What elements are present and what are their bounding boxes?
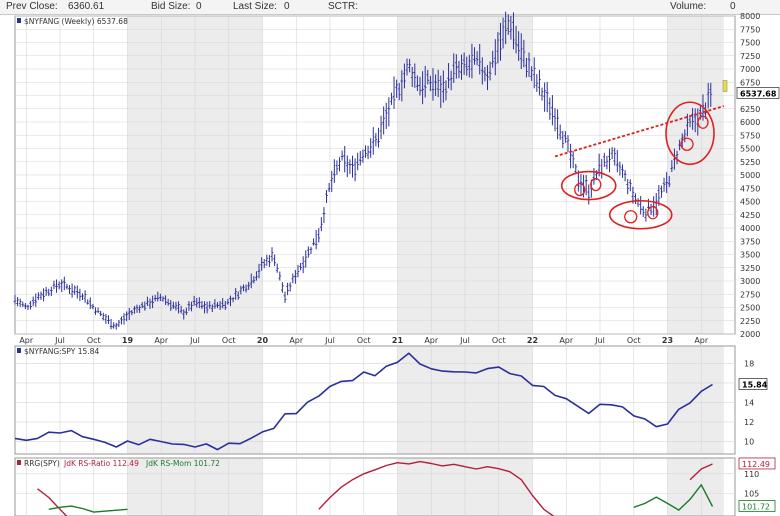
bid-size-value: 0 <box>196 1 202 12</box>
pivot-high-group <box>665 101 715 166</box>
last-volume-marker <box>722 80 728 92</box>
x-axis-tick-label: Apr <box>154 336 169 345</box>
last-price-label: 6537.68 <box>740 90 777 99</box>
price-y-tick-label: 3500 <box>740 251 760 260</box>
price-y-tick-label: 2000 <box>740 330 760 339</box>
last-size-label: Last Size: <box>233 1 277 12</box>
x-axis-tick-label: Jul <box>594 336 605 345</box>
x-axis-tick-label: 19 <box>122 336 134 345</box>
quote-header: Prev Close: 6360.61 Bid Size: 0 Last Siz… <box>0 0 780 15</box>
rs-mom-legend: JdK RS-Mom 101.72 <box>145 459 220 468</box>
price-legend-swatch <box>17 18 21 23</box>
pivot-low-group-2 <box>608 199 673 230</box>
price-y-tick-label: 7250 <box>740 52 760 61</box>
x-axis-tick-label: Apr <box>289 336 304 345</box>
price-y-tick-label: 3000 <box>740 277 760 286</box>
rs-momentum-line <box>48 484 714 513</box>
price-y-tick-label: 2750 <box>740 290 760 299</box>
pivot-low-marker <box>697 115 709 129</box>
rrg-y-tick-label: 105 <box>744 490 759 499</box>
pivot-low-marker <box>680 137 694 151</box>
sctr-label: SCTR: <box>328 1 358 12</box>
price-y-tick-label: 5250 <box>740 158 760 167</box>
rrg-legend-prefix: RRG(SPY) <box>24 459 60 468</box>
x-axis-tick-label: Jul <box>54 336 65 345</box>
price-y-tick-label: 3250 <box>740 264 760 273</box>
price-y-tick-label: 5000 <box>740 171 760 180</box>
rrg-legend-swatch <box>17 460 21 465</box>
volume-value: 0 <box>730 1 736 12</box>
rs-mom-last-label: 101.72 <box>742 502 770 511</box>
relative-strength-line <box>14 352 713 451</box>
ratio-y-tick-label: 10 <box>744 437 754 446</box>
price-y-tick-label: 4750 <box>740 184 760 193</box>
ratio-y-tick-label: 18 <box>744 360 754 369</box>
rs-ratio-last-label: 112.49 <box>742 460 770 469</box>
ratio-y-tick-label: 14 <box>744 398 754 407</box>
price-y-tick-label: 7500 <box>740 39 760 48</box>
x-axis-tick-label: 22 <box>527 336 538 345</box>
price-y-tick-label: 7000 <box>740 65 760 74</box>
price-y-tick-label: 5500 <box>740 145 760 154</box>
ratio-chart-title: $NYFANG:SPY 15.84 <box>24 347 99 356</box>
price-y-tick-label: 2250 <box>740 317 760 326</box>
x-axis-tick-label: Apr <box>19 336 34 345</box>
x-axis-tick-label: Oct <box>222 336 236 345</box>
pivot-low-group-1 <box>560 170 617 201</box>
price-y-tick-label: 2500 <box>740 304 760 313</box>
bid-size-label: Bid Size: <box>151 1 191 12</box>
x-axis-tick-label: 20 <box>257 336 269 345</box>
rrg-y-tick-label: 110 <box>744 470 759 479</box>
x-axis-tick-label: Apr <box>559 336 574 345</box>
x-axis-tick-label: Jul <box>189 336 200 345</box>
price-y-tick-label: 5750 <box>740 131 760 140</box>
ratio-legend-swatch <box>17 348 21 353</box>
price-y-tick-label: 6000 <box>740 118 760 127</box>
rrg-year-band <box>667 458 724 516</box>
x-axis-tick-label: Oct <box>627 336 641 345</box>
price-y-tick-label: 7750 <box>740 25 760 34</box>
x-axis-tick-label: Apr <box>424 336 439 345</box>
x-axis-tick-label: Oct <box>87 336 101 345</box>
rs-ratio-line <box>37 460 713 516</box>
resistance-trendline <box>554 105 725 158</box>
volume-label: Volume: <box>670 1 707 12</box>
x-axis-tick-label: Oct <box>492 336 506 345</box>
prev-close-value: 6360.61 <box>68 1 105 12</box>
ratio-y-tick-label: 12 <box>744 418 754 427</box>
price-bars <box>13 11 713 330</box>
price-y-tick-label: 4000 <box>740 224 760 233</box>
pivot-low-marker <box>647 206 659 220</box>
rs-ratio-legend: JdK RS-Ratio 112.49 <box>63 459 139 468</box>
pivot-low-marker <box>590 177 602 192</box>
rs-ratio-last-box <box>738 457 776 470</box>
x-axis-tick-label: Jul <box>459 336 470 345</box>
x-axis-tick-label: 21 <box>392 336 404 345</box>
x-axis-tick-label: Oct <box>357 336 371 345</box>
rs-mom-last-box <box>738 500 776 512</box>
last-size-value: 0 <box>284 1 290 12</box>
price-chart-title: $NYFANG (Weekly) 6537.68 <box>24 17 128 26</box>
x-axis-tick-label: Apr <box>694 336 709 345</box>
pivot-low-marker <box>574 182 586 197</box>
x-axis-tick-label: 23 <box>662 336 673 345</box>
price-y-tick-label: 6250 <box>740 105 760 114</box>
prev-close-label: Prev Close: <box>6 1 58 12</box>
ratio-last-box <box>738 378 768 390</box>
last-price-box <box>736 87 780 99</box>
ratio-pane <box>14 345 736 455</box>
price-y-tick-label: 6750 <box>740 78 760 87</box>
x-axis-tick-label: Jul <box>324 336 335 345</box>
price-y-tick-label: 3750 <box>740 237 760 246</box>
price-y-tick-label: 4500 <box>740 198 760 207</box>
price-y-tick-label: 4250 <box>740 211 760 220</box>
ratio-year-band <box>667 346 724 454</box>
price-y-tick-label: 8000 <box>740 12 760 21</box>
ratio-last-label: 15.84 <box>742 381 768 390</box>
pivot-low-marker <box>624 210 638 224</box>
